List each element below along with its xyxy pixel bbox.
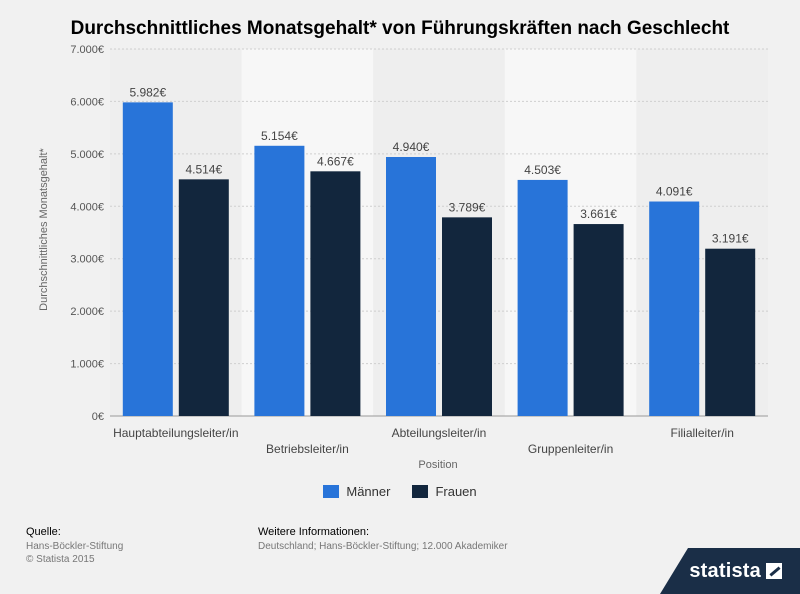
bar: [178, 179, 229, 416]
data-label: 5.154€: [261, 129, 298, 143]
y-tick-label: 0€: [92, 411, 104, 423]
x-axis-title: Position: [418, 459, 457, 471]
bar: [386, 157, 436, 416]
y-axis-title: Durchschnittliches Monatsgehalt*: [38, 147, 50, 310]
data-label: 3.191€: [712, 232, 749, 246]
bar-chart: 0€ 1.000€ 2.000€ 3.000€ 4.000€ 5.000€ 6.000€ 7.…: [38, 44, 768, 471]
data-label: 3.661€: [580, 207, 617, 221]
legend-swatch-maenner: [323, 485, 340, 498]
legend-label-frauen: Frauen: [435, 484, 477, 499]
data-label: 4.091€: [656, 185, 693, 199]
bar: [310, 171, 361, 416]
statista-logo[interactable]: statista: [660, 548, 800, 594]
x-tick-label: Abteilungsleiter/in: [392, 426, 487, 440]
data-label: 4.503€: [524, 163, 561, 177]
y-tick-label: 3.000€: [70, 254, 104, 266]
chart-legend: Männer Frauen: [0, 484, 800, 499]
chart-title: Durchschnittliches Monatsgehalt* von Füh…: [70, 18, 730, 39]
x-tick-label: Betriebsleiter/in: [266, 442, 349, 456]
data-label: 5.982€: [129, 85, 166, 99]
footer-source: Quelle: Hans-Böckler-Stiftung © Statista…: [26, 526, 123, 566]
data-label: 4.940€: [393, 140, 430, 154]
data-label: 4.667€: [317, 154, 354, 168]
y-tick-label: 1.000€: [70, 359, 104, 371]
bar: [517, 179, 568, 416]
y-tick-label: 7.000€: [70, 44, 104, 56]
footer-info: Weitere Informationen: Deutschland; Hans…: [258, 526, 508, 553]
x-tick-label: Gruppenleiter/in: [528, 442, 613, 456]
x-tick-label: Hauptabteilungsleiter/in: [113, 426, 238, 440]
bar: [573, 224, 624, 416]
y-tick-label: 6.000€: [70, 96, 104, 108]
legend-label-maenner: Männer: [346, 484, 391, 499]
statista-logo-icon: [766, 563, 782, 579]
data-label: 4.514€: [185, 162, 222, 176]
source-line: Hans-Böckler-Stiftung: [26, 541, 124, 552]
legend-item-maenner[interactable]: Männer: [323, 484, 390, 499]
info-text: Deutschland; Hans-Böckler-Stiftung; 12.0…: [258, 541, 508, 552]
data-label: 3.789€: [449, 200, 486, 214]
info-heading: Weitere Informationen:: [258, 526, 370, 538]
y-tick-label: 2.000€: [70, 306, 104, 318]
bar: [122, 102, 173, 416]
statista-logo-text: statista: [689, 559, 761, 582]
copyright-line: © Statista 2015: [26, 554, 95, 565]
legend-item-frauen[interactable]: Frauen: [412, 484, 477, 499]
x-tick-label: Filialleiter/in: [671, 426, 734, 440]
bar: [254, 145, 305, 416]
y-tick-label: 4.000€: [70, 201, 104, 213]
legend-swatch-frauen: [412, 485, 429, 498]
source-heading: Quelle:: [26, 526, 61, 538]
bar: [649, 201, 700, 416]
bar: [705, 248, 756, 416]
y-tick-label: 5.000€: [70, 149, 104, 161]
bar: [442, 217, 492, 416]
